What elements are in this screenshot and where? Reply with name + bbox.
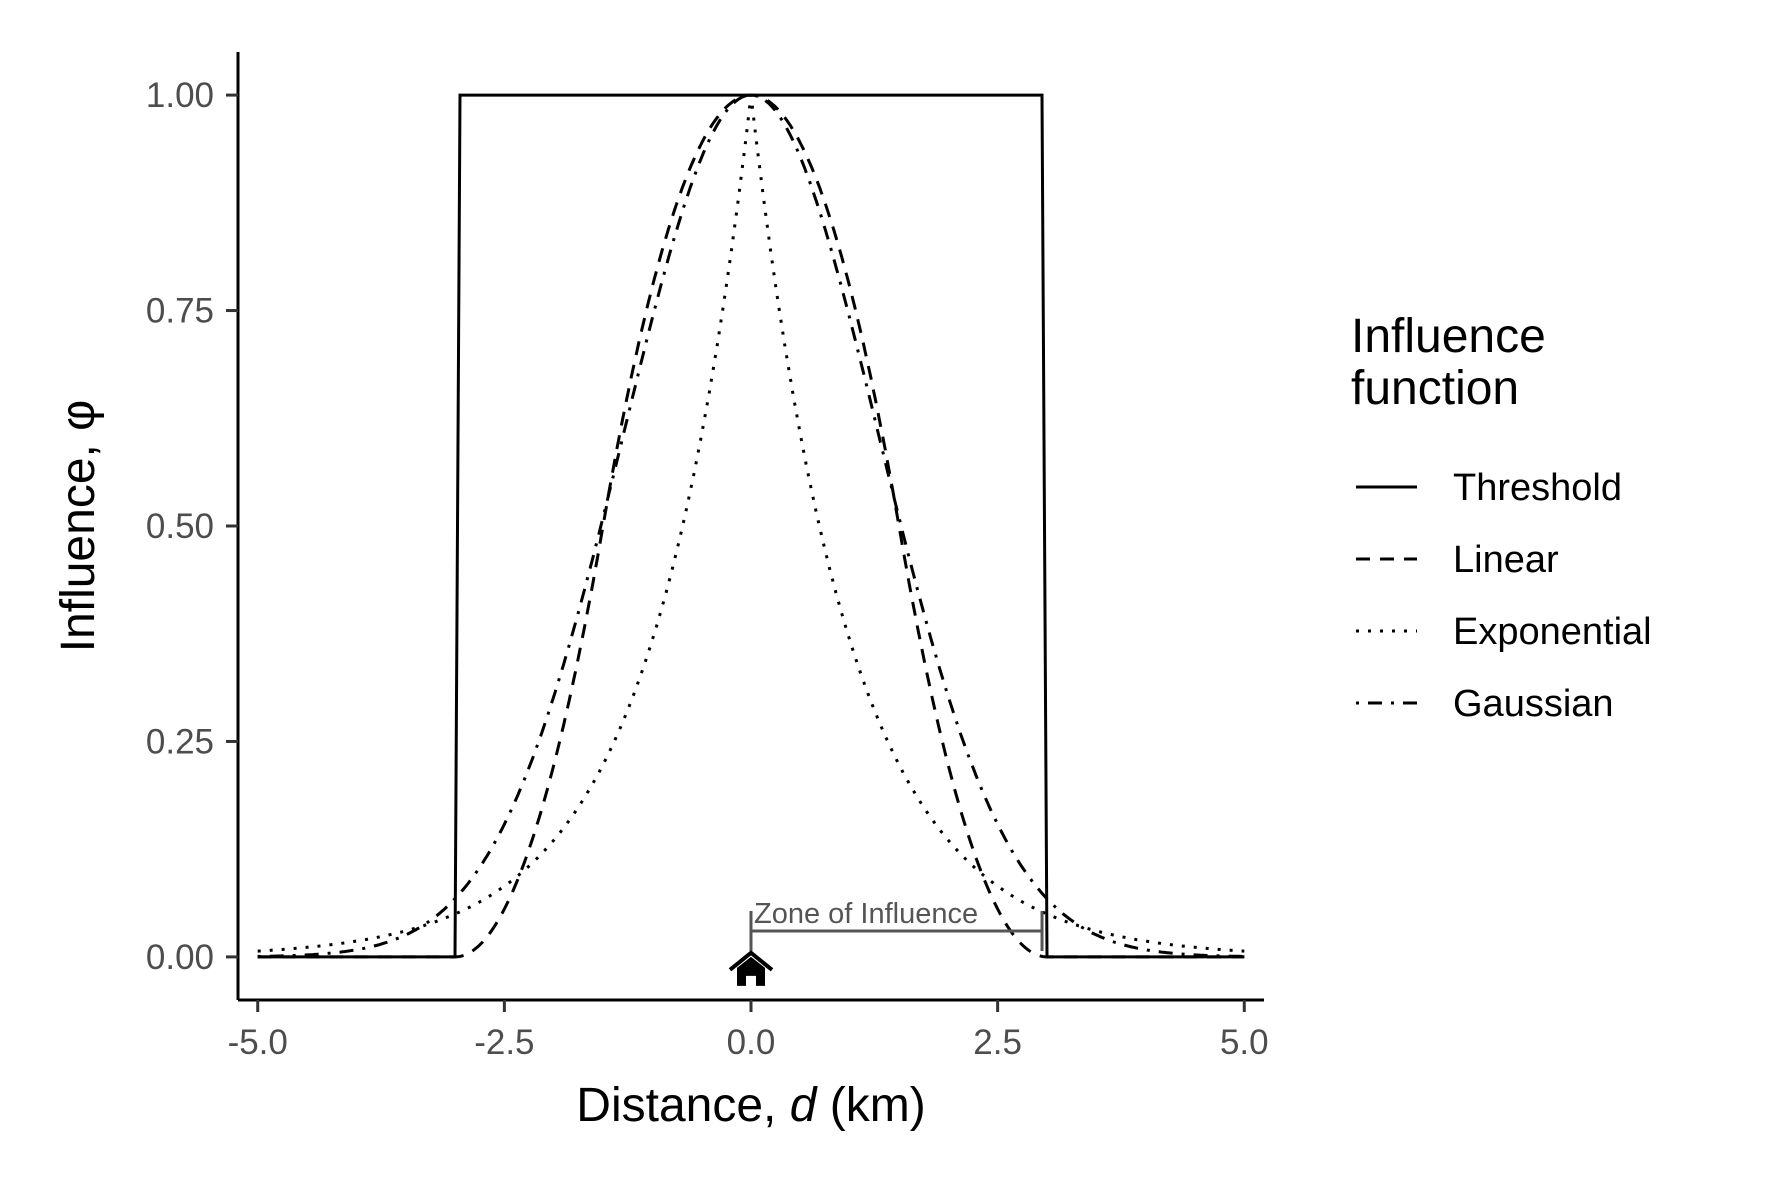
zone-of-influence-bracket <box>749 911 1044 952</box>
legend-label-exponential: Exponential <box>1453 611 1652 653</box>
y-axis-ticks: 0.00 0.25 0.50 0.75 1.00 <box>146 76 238 977</box>
legend-label-gaussian: Gaussian <box>1453 683 1614 725</box>
legend-entries: Threshold Linear Exponential Gaussian <box>1356 467 1652 725</box>
y-tick-label: 1.00 <box>146 76 214 115</box>
y-tick-label: 0.25 <box>146 722 214 761</box>
house-icon <box>728 950 774 986</box>
series-line-exponential <box>257 94 1245 953</box>
x-tick-label: -5.0 <box>228 1023 288 1062</box>
legend-title-line1: Influence <box>1351 310 1546 363</box>
y-tick-label: 0.50 <box>146 507 214 546</box>
series-layer <box>257 93 1245 959</box>
x-tick-label: -2.5 <box>474 1023 534 1062</box>
y-axis-title: Influence, φ <box>52 400 105 653</box>
x-tick-label: 5.0 <box>1220 1023 1269 1062</box>
legend-label-linear: Linear <box>1453 539 1559 581</box>
y-tick-label: 0.75 <box>146 292 214 331</box>
zone-of-influence-label: Zone of Influence <box>754 898 978 930</box>
y-tick-label: 0.00 <box>146 938 214 977</box>
x-axis-title: Distance, d (km) <box>576 1079 925 1132</box>
legend-label-threshold: Threshold <box>1453 467 1622 509</box>
legend-title-line2: function <box>1351 362 1519 415</box>
legend: Influence function Threshold Linear Expone… <box>1351 310 1652 725</box>
x-axis-ticks: -5.0 -2.5 0.0 2.5 5.0 <box>228 1000 1269 1062</box>
zone-of-influence-annotation: Zone of Influence <box>749 898 1044 952</box>
x-tick-label: 0.0 <box>727 1023 776 1062</box>
x-tick-label: 2.5 <box>973 1023 1022 1062</box>
